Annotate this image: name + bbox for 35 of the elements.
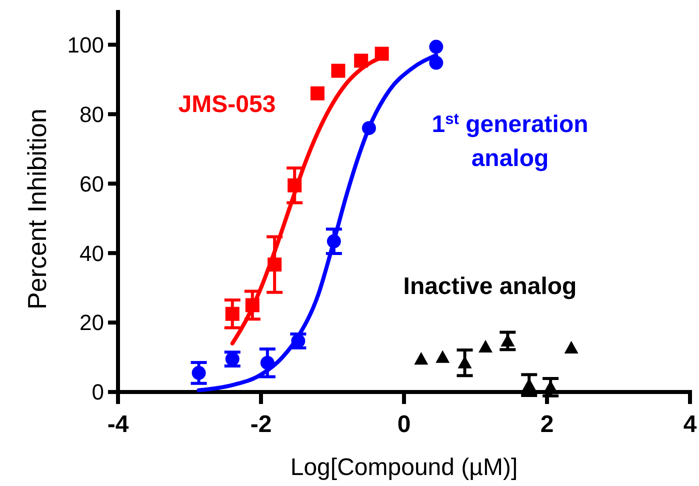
series-label: Inactive analog bbox=[403, 273, 577, 300]
point bbox=[429, 56, 444, 70]
point bbox=[564, 340, 578, 354]
series-label: 1$^{st}$ generation analog bbox=[432, 110, 588, 172]
y-tick-label: 20 bbox=[80, 310, 104, 336]
point bbox=[310, 86, 324, 100]
point bbox=[478, 340, 493, 352]
point bbox=[326, 234, 341, 248]
y-axis-title: Percent Inhibition bbox=[22, 108, 52, 310]
point bbox=[192, 366, 206, 380]
point bbox=[260, 356, 274, 370]
point bbox=[374, 46, 389, 61]
point bbox=[288, 178, 302, 192]
point bbox=[436, 350, 450, 363]
x-axis-title: Log[Compound (µM)] bbox=[290, 454, 518, 481]
point bbox=[225, 306, 240, 321]
point bbox=[522, 378, 536, 391]
point bbox=[331, 64, 346, 78]
y-tick-label: 40 bbox=[80, 240, 104, 266]
y-tick-label: 80 bbox=[80, 102, 104, 127]
point bbox=[414, 352, 428, 365]
y-tick-label: 100 bbox=[67, 32, 104, 58]
point bbox=[245, 298, 260, 312]
series-label: JMS-053 bbox=[178, 91, 276, 118]
point bbox=[429, 40, 444, 54]
x-tick-label: 0 bbox=[397, 411, 411, 438]
y-tick-label: 0 bbox=[92, 380, 104, 405]
x-tick-label: -4 bbox=[107, 411, 130, 438]
x-tick-label: 2 bbox=[540, 411, 554, 438]
y-tick-label: 60 bbox=[80, 171, 104, 196]
x-tick-label: -2 bbox=[250, 411, 272, 438]
point bbox=[268, 258, 282, 272]
point bbox=[362, 121, 376, 136]
x-tick-label: 4 bbox=[683, 411, 698, 438]
point bbox=[354, 54, 368, 68]
